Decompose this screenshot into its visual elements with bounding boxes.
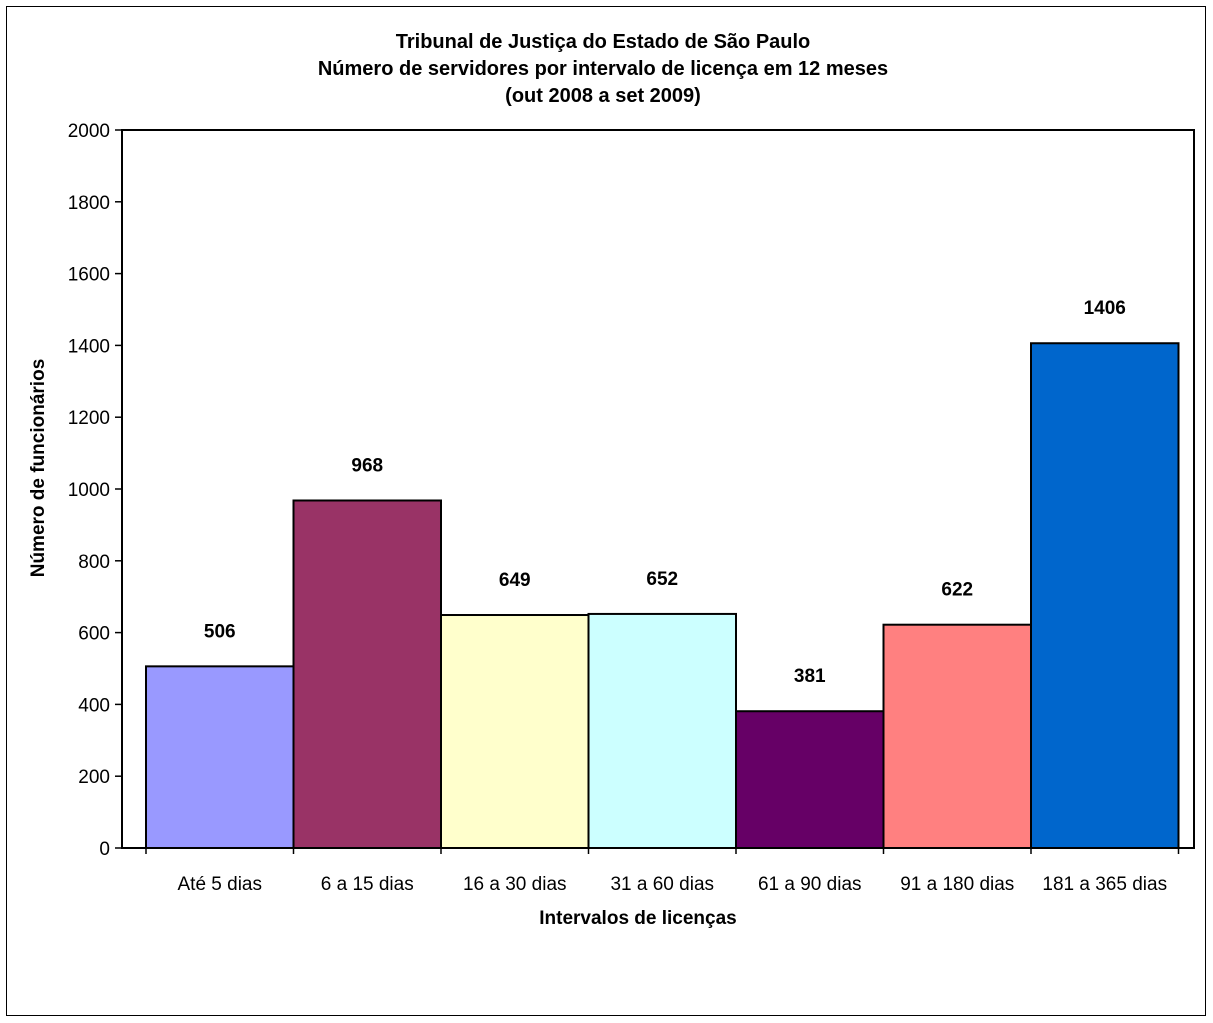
x-tick-label: 31 a 60 dias — [610, 874, 714, 895]
y-tick-label: 600 — [78, 624, 110, 645]
y-tick-label: 1400 — [68, 336, 110, 357]
x-tick-label: Até 5 dias — [178, 874, 263, 895]
bar — [735, 710, 885, 850]
y-tick-label: 200 — [78, 767, 110, 788]
y-tick-label: 400 — [78, 695, 110, 716]
y-tick-label: 0 — [99, 839, 110, 860]
bar — [587, 612, 737, 849]
data-label: 968 — [351, 455, 383, 476]
chart-title-line-1: Tribunal de Justiça do Estado de São Pau… — [396, 31, 811, 53]
x-tick-label: 16 a 30 dias — [463, 874, 567, 895]
y-axis-title: Número de funcionários — [28, 359, 49, 578]
x-tick-label: 91 a 180 dias — [900, 874, 1014, 895]
data-label: 649 — [499, 570, 531, 591]
y-tick-label: 1600 — [68, 265, 110, 286]
y-tick-label: 800 — [78, 552, 110, 573]
x-tick-label: 6 a 15 dias — [321, 874, 414, 895]
x-tick-label: 61 a 90 dias — [758, 874, 862, 895]
bar — [1030, 342, 1180, 849]
bar — [882, 623, 1032, 850]
data-label: 622 — [941, 580, 973, 601]
x-axis-title: Intervalos de licenças — [539, 908, 737, 929]
data-label: 506 — [204, 621, 236, 642]
x-tick-label: 181 a 365 dias — [1042, 874, 1167, 895]
bar — [440, 614, 590, 849]
bar — [292, 499, 442, 849]
y-tick-label: 1800 — [68, 193, 110, 214]
data-label: 1406 — [1084, 298, 1126, 319]
data-label: 381 — [794, 666, 826, 687]
bar — [145, 665, 295, 850]
chart-title-line-3: (out 2008 a set 2009) — [505, 85, 701, 107]
y-tick-label: 1000 — [68, 480, 110, 501]
x-axis: Até 5 dias 6 a 15 dias 16 a 30 dias 31 a 60… — [145, 848, 1180, 895]
chart-title: Tribunal de Justiça do Estado de São Pau… — [318, 31, 888, 107]
bars: 506 968 649 652 381 622 1406 — [145, 298, 1180, 850]
chart-title-line-2: Número de servidores por intervalo de li… — [318, 58, 888, 80]
y-axis: 0 200 400 600 800 1000 1200 1400 1600 1800 2000 — [68, 121, 122, 860]
y-tick-label: 1200 — [68, 408, 110, 429]
data-label: 652 — [646, 569, 678, 590]
y-tick-label: 2000 — [68, 121, 110, 142]
